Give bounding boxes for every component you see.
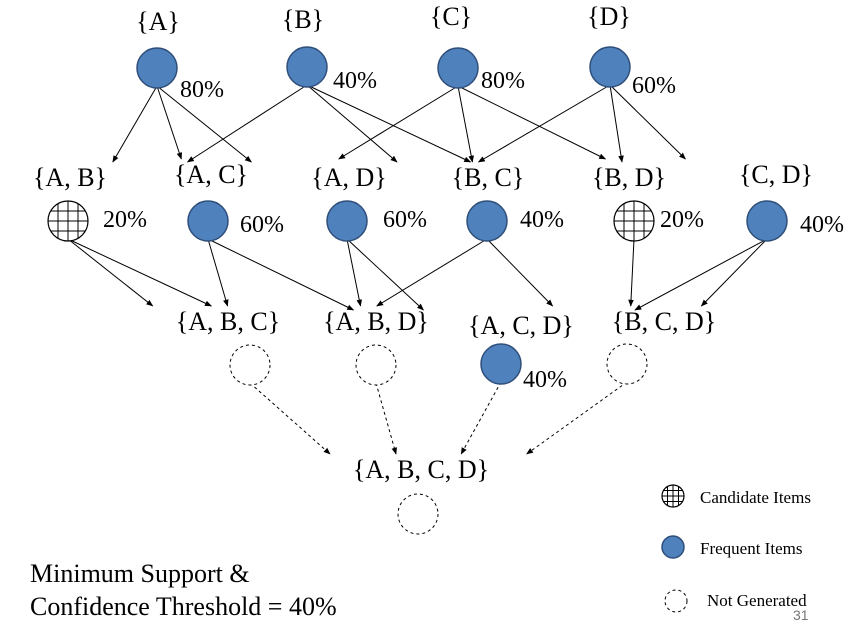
node-marker-ACD — [480, 343, 522, 385]
node-ACD: {A, C, D} 40% — [468, 311, 574, 393]
legend-item-candidate: Candidate Items — [661, 484, 811, 508]
node-label-ACD: {A, C, D} — [468, 311, 574, 340]
node-support-C: 80% — [481, 68, 525, 94]
legend-label-frequent: Frequent Items — [700, 539, 802, 558]
edge-A-AB — [112, 85, 158, 163]
edge-D-AD — [477, 84, 611, 163]
node-marker-CD — [746, 200, 788, 242]
node-support-BC: 40% — [520, 207, 564, 233]
node-ABD: {A, B, D} — [323, 307, 429, 386]
node-marker-A — [136, 47, 178, 89]
edge-AD-ABD — [346, 238, 362, 307]
edge-A-AC — [156, 85, 182, 160]
edge-ABD-ABCD — [375, 382, 397, 455]
node-marker-ABCD — [397, 493, 439, 535]
legend-item-not-generated: Not Generated — [664, 589, 807, 613]
node-BC: {B, C} 40% — [452, 163, 564, 242]
node-AB: {A, B} 20% — [33, 163, 147, 242]
legend-item-frequent: Frequent Items — [661, 535, 802, 559]
node-label-BD: {B, D} — [592, 163, 666, 192]
legend-marker-not-generated — [664, 589, 688, 613]
node-support-D: 60% — [632, 73, 676, 99]
node-marker-AC — [187, 200, 229, 242]
node-support-AC: 60% — [240, 212, 284, 238]
node-marker-BC — [466, 200, 508, 242]
node-label-AC: {A, C} — [174, 160, 248, 189]
node-label-AD: {A, D} — [311, 163, 387, 192]
node-label-A: {A} — [136, 7, 180, 36]
node-label-CD: {C, D} — [739, 160, 813, 189]
node-support-A: 80% — [180, 77, 224, 103]
node-CD: {C, D} 40% — [739, 160, 844, 242]
legend: Candidate Items Frequent Items Not Generat… — [661, 484, 811, 613]
edge-CD-BCD — [700, 238, 768, 307]
edge-C-AC — [338, 85, 459, 160]
page-number: 31 — [793, 607, 809, 622]
node-label-ABD: {A, B, D} — [323, 307, 429, 336]
edges-layer — [67, 84, 768, 455]
footer-line-2: Confidence Threshold = 40% — [30, 592, 337, 621]
edge-CD-ACD — [634, 238, 768, 311]
node-A: {A} 80% — [136, 7, 224, 103]
node-AD: {A, D} 60% — [311, 163, 427, 242]
edge-B-AB — [186, 84, 308, 163]
node-support-AD: 60% — [383, 207, 427, 233]
edge-AB-ABC — [67, 238, 154, 307]
edge-ABC-ABCD — [249, 382, 331, 455]
node-marker-B — [286, 46, 328, 88]
node-marker-AB — [47, 200, 89, 242]
node-BD: {B, D} 20% — [592, 163, 704, 242]
node-AC: {A, C} 60% — [174, 160, 284, 242]
edge-D-CD — [609, 84, 686, 160]
node-marker-BD — [613, 200, 655, 242]
legend-marker-frequent — [661, 535, 685, 559]
node-C: {C} 80% — [430, 2, 525, 94]
edge-C-CD — [457, 85, 607, 160]
edge-B-BD — [306, 84, 472, 163]
node-marker-ABD — [355, 344, 397, 386]
node-marker-AD — [326, 200, 368, 242]
node-marker-C — [437, 47, 479, 89]
node-D: {D} 60% — [587, 2, 676, 99]
node-marker-D — [589, 46, 631, 88]
legend-marker-candidate — [661, 484, 685, 508]
edge-A-AD — [156, 85, 252, 163]
node-label-BCD: {B, C, D} — [612, 307, 716, 336]
edge-AB-ABD — [67, 238, 212, 307]
node-support-BD: 20% — [660, 207, 704, 233]
edge-AC-ACD — [207, 238, 355, 311]
node-label-B: {B} — [282, 5, 324, 34]
node-label-C: {C} — [430, 2, 472, 31]
node-label-ABCD: {A, B, C, D} — [353, 455, 489, 484]
node-label-AB: {A, B} — [33, 163, 107, 192]
edge-BD-BCD — [628, 238, 635, 307]
node-label-ABC: {A, B, C} — [176, 307, 280, 336]
node-support-CD: 40% — [800, 212, 844, 238]
footer-line-1: Minimum Support & — [30, 559, 250, 588]
node-support-AB: 20% — [103, 207, 147, 233]
node-marker-ABC — [229, 344, 271, 386]
legend-label-candidate: Candidate Items — [700, 488, 811, 507]
edge-B-BC — [306, 84, 398, 163]
node-marker-BCD — [606, 343, 648, 385]
edge-C-BC — [457, 85, 474, 163]
node-support-B: 40% — [333, 68, 377, 94]
node-ABCD: {A, B, C, D} — [353, 455, 489, 535]
node-ABC: {A, B, C} — [176, 307, 280, 386]
node-support-ACD: 40% — [523, 367, 567, 393]
edge-AD-ACD — [346, 238, 424, 311]
edge-BCD-ABCD — [526, 381, 628, 455]
node-label-BC: {B, C} — [452, 163, 525, 192]
edge-AC-ABC — [207, 238, 229, 307]
nodes-layer: {A} 80% {B} 40% {C} 80% {D} 60% {A, B} 20% {A, C} 6… — [33, 2, 844, 535]
node-label-D: {D} — [587, 2, 631, 31]
edge-D-BD — [609, 84, 624, 163]
edge-BC-ABC — [376, 238, 488, 307]
node-B: {B} 40% — [282, 5, 377, 94]
node-BCD: {B, C, D} — [606, 307, 716, 385]
legend-label-not-generated: Not Generated — [707, 591, 807, 610]
edge-ACD-ABCD — [460, 381, 502, 455]
edge-BC-BCD — [486, 238, 554, 307]
